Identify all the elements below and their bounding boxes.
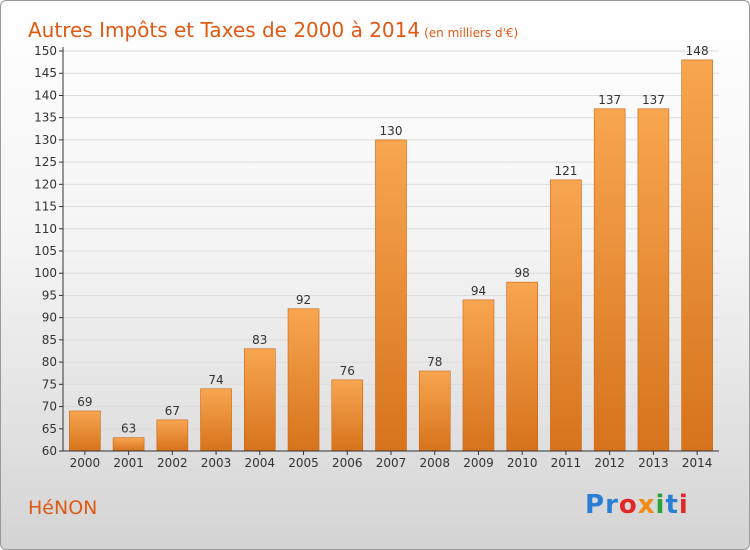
y-tick-label: 145 (34, 66, 57, 80)
axes: 60 65 70 75 80 85 90 95 100 105 110 115 120 125 130 135… (34, 44, 719, 470)
bar-2003 (200, 388, 232, 452)
data-label: 76 (340, 364, 355, 378)
bar-2001 (112, 437, 145, 452)
commune-name: HéNON (28, 497, 98, 519)
x-tick-label: 2013 (638, 456, 669, 470)
y-tick-label: 80 (42, 355, 57, 369)
y-tick-label: 85 (42, 333, 57, 347)
brand-logo: Proxiti (585, 490, 689, 520)
bar-2014 (681, 59, 713, 452)
data-label: 83 (252, 333, 267, 347)
y-tick-label: 75 (42, 377, 57, 391)
x-tick-label: 2008 (419, 456, 450, 470)
bar-2010 (506, 281, 539, 452)
data-label: 69 (77, 395, 92, 409)
bar-2005 (287, 308, 320, 452)
bar-2013 (637, 108, 670, 452)
chart-title-unit: (en milliers d'€) (424, 26, 519, 40)
bar-2009 (462, 299, 495, 452)
brand-letter: t (665, 490, 679, 520)
x-tick-label: 2011 (551, 456, 582, 470)
x-tick-label: 2001 (113, 456, 144, 470)
data-label: 130 (380, 124, 403, 138)
bar-2002 (156, 419, 189, 452)
x-tick-label: 2006 (332, 456, 363, 470)
bar-2008 (418, 370, 451, 452)
y-tick-label: 110 (34, 222, 57, 236)
data-label: 92 (296, 293, 311, 307)
data-label: 67 (165, 404, 180, 418)
y-tick-label: 70 (42, 400, 57, 414)
bar-2007 (375, 139, 407, 452)
bar-2012 (593, 108, 626, 452)
brand-letter: i (678, 490, 689, 520)
y-tick-label: 150 (34, 44, 57, 58)
y-tick-label: 65 (42, 422, 57, 436)
data-label: 148 (686, 44, 709, 58)
y-tick-label: 130 (34, 133, 57, 147)
x-tick-label: 2004 (245, 456, 276, 470)
x-tick-label: 2007 (376, 456, 407, 470)
brand-letter: o (618, 490, 638, 520)
brand-letter: r (605, 490, 619, 520)
x-tick-label: 2010 (507, 456, 538, 470)
data-label: 63 (121, 422, 136, 436)
brand-letter: i (655, 490, 666, 520)
y-tick-label: 95 (42, 288, 57, 302)
y-tick-label: 100 (34, 266, 57, 280)
x-tick-label: 2012 (594, 456, 625, 470)
x-tick-label: 2002 (157, 456, 188, 470)
x-tick-label: 2003 (201, 456, 232, 470)
bar-2011 (550, 179, 582, 452)
y-tick-label: 60 (42, 444, 57, 458)
data-label: 94 (471, 284, 486, 298)
bar-2000 (69, 410, 101, 452)
bar-2004 (244, 348, 276, 452)
y-tick-label: 115 (34, 200, 57, 214)
chart-title-main: Autres Impôts et Taxes de 2000 à 2014 (28, 18, 421, 42)
x-tick-label: 2005 (288, 456, 319, 470)
data-label: 74 (208, 373, 223, 387)
y-tick-label: 90 (42, 311, 57, 325)
data-label: 137 (642, 93, 665, 107)
brand-letter: x (637, 490, 656, 520)
y-tick-label: 135 (34, 111, 57, 125)
y-tick-label: 125 (34, 155, 57, 169)
data-label: 121 (554, 164, 577, 178)
brand-letter: P (585, 490, 606, 520)
x-tick-label: 2009 (463, 456, 494, 470)
bars: 69 63 67 74 83 92 76 130 78 94 98 121 137 137 148 (69, 44, 713, 452)
x-tick-label: 2000 (70, 456, 101, 470)
x-tick-label: 2014 (682, 456, 713, 470)
y-tick-label: 140 (34, 88, 57, 102)
y-tick-label: 120 (34, 177, 57, 191)
y-tick-label: 105 (34, 244, 57, 258)
data-label: 137 (598, 93, 621, 107)
chart-title: Autres Impôts et Taxes de 2000 à 2014 (en… (28, 7, 518, 45)
data-label: 98 (515, 266, 530, 280)
bar-2006 (331, 379, 364, 452)
data-label: 78 (427, 355, 442, 369)
